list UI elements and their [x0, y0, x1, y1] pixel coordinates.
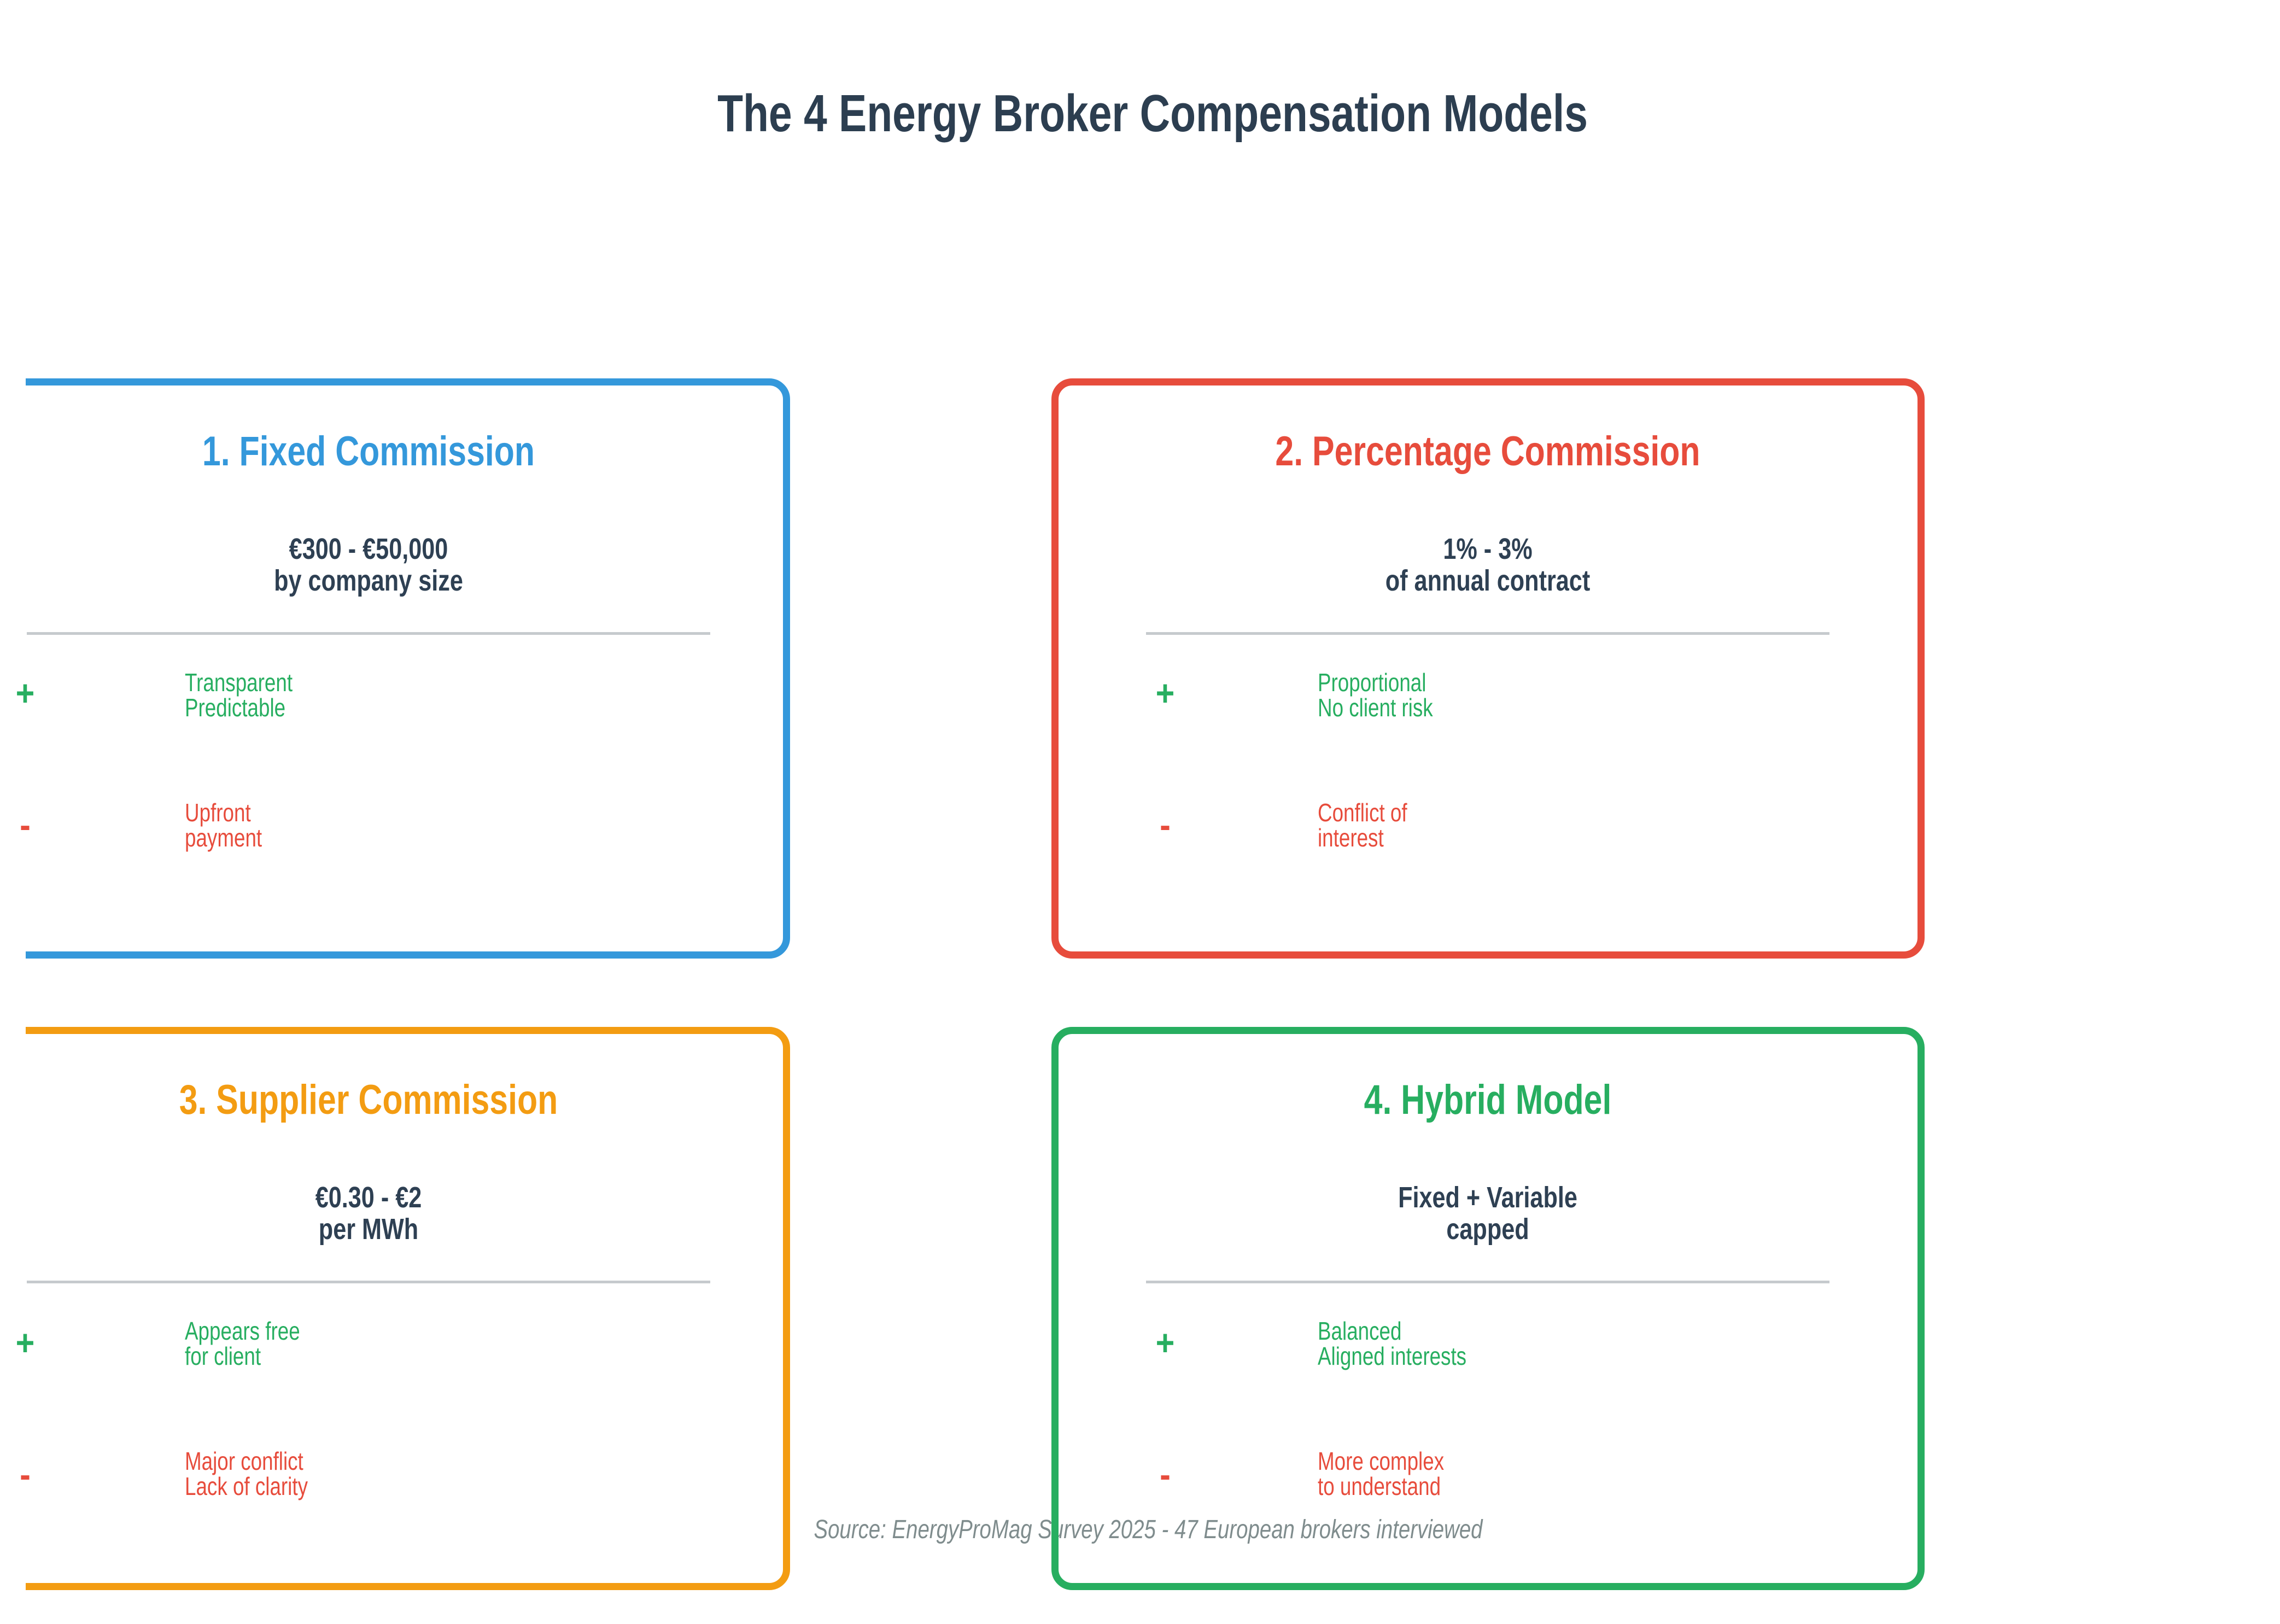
cons-text: Conflict of interest — [1318, 798, 1407, 852]
divider — [27, 1281, 710, 1283]
divider — [1146, 632, 1829, 635]
card-title: 1. Fixed Commission — [202, 428, 535, 475]
card-border — [26, 378, 790, 959]
minus-icon: - — [1160, 804, 1171, 845]
card-title: 4. Hybrid Model — [1364, 1077, 1612, 1123]
divider — [27, 632, 710, 635]
pros-text: Appears free for client — [185, 1317, 300, 1370]
card-border — [1051, 378, 1925, 959]
card-value: 1% - 3% of annual contract — [1385, 533, 1591, 597]
cons-text: More complex to understand — [1318, 1447, 1445, 1500]
card-value: €300 - €50,000 by company size — [274, 533, 463, 597]
pros-text: Proportional No client risk — [1318, 668, 1433, 722]
cons-text: Major conflict Lack of clarity — [185, 1447, 308, 1500]
minus-icon: - — [1160, 1454, 1171, 1494]
plus-icon: + — [15, 673, 35, 713]
pros-text: Transparent Predictable — [185, 668, 293, 722]
source-caption: Source: EnergyProMag Survey 2025 - 47 Eu… — [814, 1515, 1483, 1544]
plus-icon: + — [1155, 673, 1175, 713]
plus-icon: + — [1155, 1322, 1175, 1363]
card-value: €0.30 - €2 per MWh — [315, 1181, 422, 1246]
card-title: 3. Supplier Commission — [179, 1077, 558, 1123]
minus-icon: - — [20, 804, 31, 845]
divider — [1146, 1281, 1829, 1283]
card-border — [26, 1027, 790, 1590]
card-title: 2. Percentage Commission — [1275, 428, 1700, 475]
card-border-clip — [26, 378, 790, 959]
cons-text: Upfront payment — [185, 798, 262, 852]
minus-icon: - — [20, 1454, 31, 1494]
page-title: The 4 Energy Broker Compensation Models — [717, 84, 1588, 143]
card-border — [1051, 1027, 1925, 1590]
card-value: Fixed + Variable capped — [1398, 1181, 1577, 1246]
card-border-clip — [26, 1027, 790, 1590]
pros-text: Balanced Aligned interests — [1318, 1317, 1467, 1370]
plus-icon: + — [15, 1322, 35, 1363]
